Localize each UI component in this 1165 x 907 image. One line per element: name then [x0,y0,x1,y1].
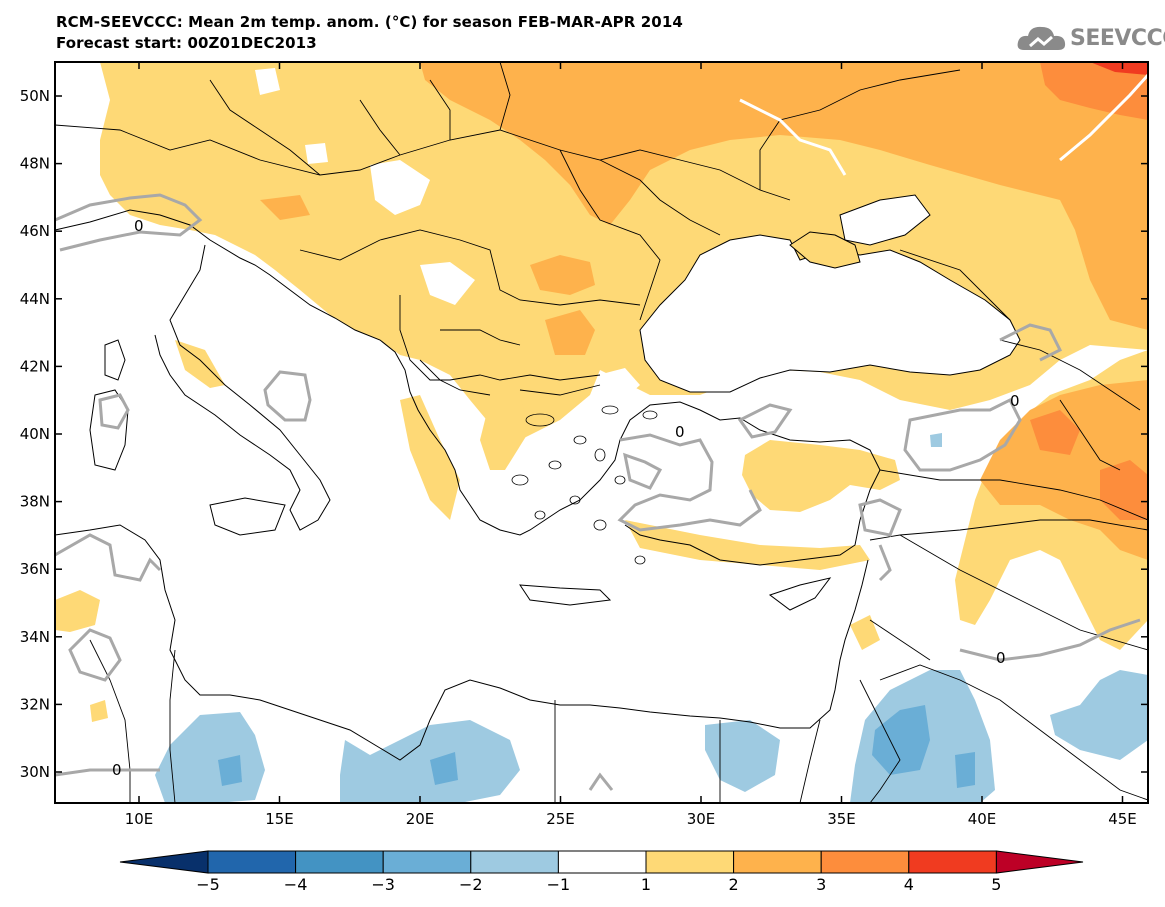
gap-serbia [420,262,475,305]
anomaly-region-2to3-hungary [260,195,310,220]
lat-tick-label: 30N [20,763,50,781]
colorbar-label: −3 [371,875,395,894]
lat-tick-label: 44N [20,290,50,308]
zero-contours [55,193,1141,791]
anomaly-region-maghreb [55,590,100,632]
anomaly-region-minus-egypt [705,720,780,792]
contour-label: 0 [996,649,1006,667]
lon-tick-label: 15E [265,810,294,828]
aegean-islands [511,405,658,565]
lon-tick-label: 25E [546,810,575,828]
anomaly-region-greece-west [400,395,460,520]
seevccc-logo: SEEVCCC [1016,22,1165,56]
colorbar-segment [908,850,997,874]
colorbar-label: −4 [284,875,308,894]
map-title: RCM-SEEVCCC: Mean 2m temp. anom. (°C) fo… [56,13,683,31]
colorbar-segment [382,850,472,874]
lat-tick-label: 34N [20,628,50,646]
gap-alps [255,68,280,95]
contour-label: 0 [112,761,122,779]
lat-tick-label: 50N [20,87,50,105]
sea-of-azov [839,194,931,246]
anomaly-region-maghreb-small [90,700,108,722]
colorbar-label: −5 [196,875,220,894]
lon-tick-label: 45E [1108,810,1137,828]
colorbar-label: 5 [991,875,1001,894]
country-borders [55,62,1148,803]
anomaly-region-minus-iraq [1050,670,1148,760]
lat-tick-label: 46N [20,222,50,240]
colorbar: −5 −4 −3 −2 −1 1 2 3 4 5 [119,850,1084,894]
colorbar-segment [470,850,559,874]
anomaly-region-minus-2to3-libya [218,755,242,786]
anomaly-region-2to3-north [420,62,1148,330]
map-frame [54,61,1149,804]
colorbar-label: 1 [641,875,651,894]
crimea [789,231,861,269]
dnieper-river [739,98,847,176]
coastline-cyprus [768,577,832,611]
map-area: 0 0 0 0 0 [55,62,1148,803]
contour-label: 0 [134,217,144,235]
coastline-sardinia [89,389,129,471]
anomaly-region-balkans [480,395,530,470]
colorbar-label: 3 [816,875,826,894]
contour-label: 0 [675,423,685,441]
colorbar-segment [557,850,647,874]
colorbar-label: −1 [547,875,571,894]
anomaly-region-minus-libya-east [340,720,520,803]
anomaly-region-levant [850,615,880,650]
anomaly-region-minus-2to3-jordan [872,705,930,775]
lon-tick-label: 40E [968,810,997,828]
gap-switz [305,143,328,164]
anomaly-region-2to3-romania [530,255,595,295]
volga-river [1059,73,1148,162]
lon-tick-label: 35E [827,810,856,828]
lon-tick-label: 30E [687,810,716,828]
colorbar-segment [207,850,297,874]
lat-tick-label: 38N [20,493,50,511]
colorbar-extend-high [995,850,1084,874]
anomaly-region-2to3-east [980,380,1148,560]
gap-hungary [370,160,430,215]
colorbar-segment [295,850,384,874]
anomaly-region-adriatic [175,340,225,388]
colorbar-label: 4 [904,875,914,894]
lat-tick-label: 36N [20,560,50,578]
coastline-corsica [104,339,126,381]
gap-thrace [598,368,640,405]
colorbar-segment [820,850,910,874]
coastline-italy [154,244,331,531]
longitude-axis: 10E 15E 20E 25E 30E 35E 40E 45E [125,62,1137,828]
coastline-crete [519,584,612,606]
lon-tick-label: 20E [406,810,435,828]
anomaly-region-4to5 [1090,62,1148,75]
anomaly-region-2to3-bulgaria [545,310,595,355]
logo-text: SEEVCCC [1070,26,1165,51]
colorbar-label: 2 [729,875,739,894]
anomaly-region-minus-small [930,433,942,447]
lon-tick-label: 10E [125,810,154,828]
coastline-sicily [209,497,286,536]
forecast-start-subtitle: Forecast start: 00Z01DEC2013 [56,34,317,52]
anomaly-region-3to4-armenia [1030,410,1080,455]
latitude-axis: 50N 48N 46N 44N 42N 40N 38N 36N 34N 32N 30N [20,87,1148,781]
anomaly-region-minus-2to3-iraq [955,752,975,788]
lat-tick-label: 48N [20,155,50,173]
cloud-icon [1017,26,1066,50]
coastline-africa [55,524,869,761]
anomaly-region-turkey-south [625,520,870,570]
anomaly-region-anatolia [742,440,900,512]
lat-tick-label: 32N [20,695,50,713]
lat-tick-label: 42N [20,357,50,375]
contour-label: 0 [1010,392,1020,410]
colorbar-segment [733,850,822,874]
colorbar-label: −2 [459,875,483,894]
lat-tick-label: 40N [20,425,50,443]
colorbar-extend-low [119,850,209,874]
contour-labels: 0 0 0 0 0 [112,217,1020,779]
colorbar-segment [645,850,735,874]
anomaly-region-minus-2to3-libya-e [430,752,458,785]
